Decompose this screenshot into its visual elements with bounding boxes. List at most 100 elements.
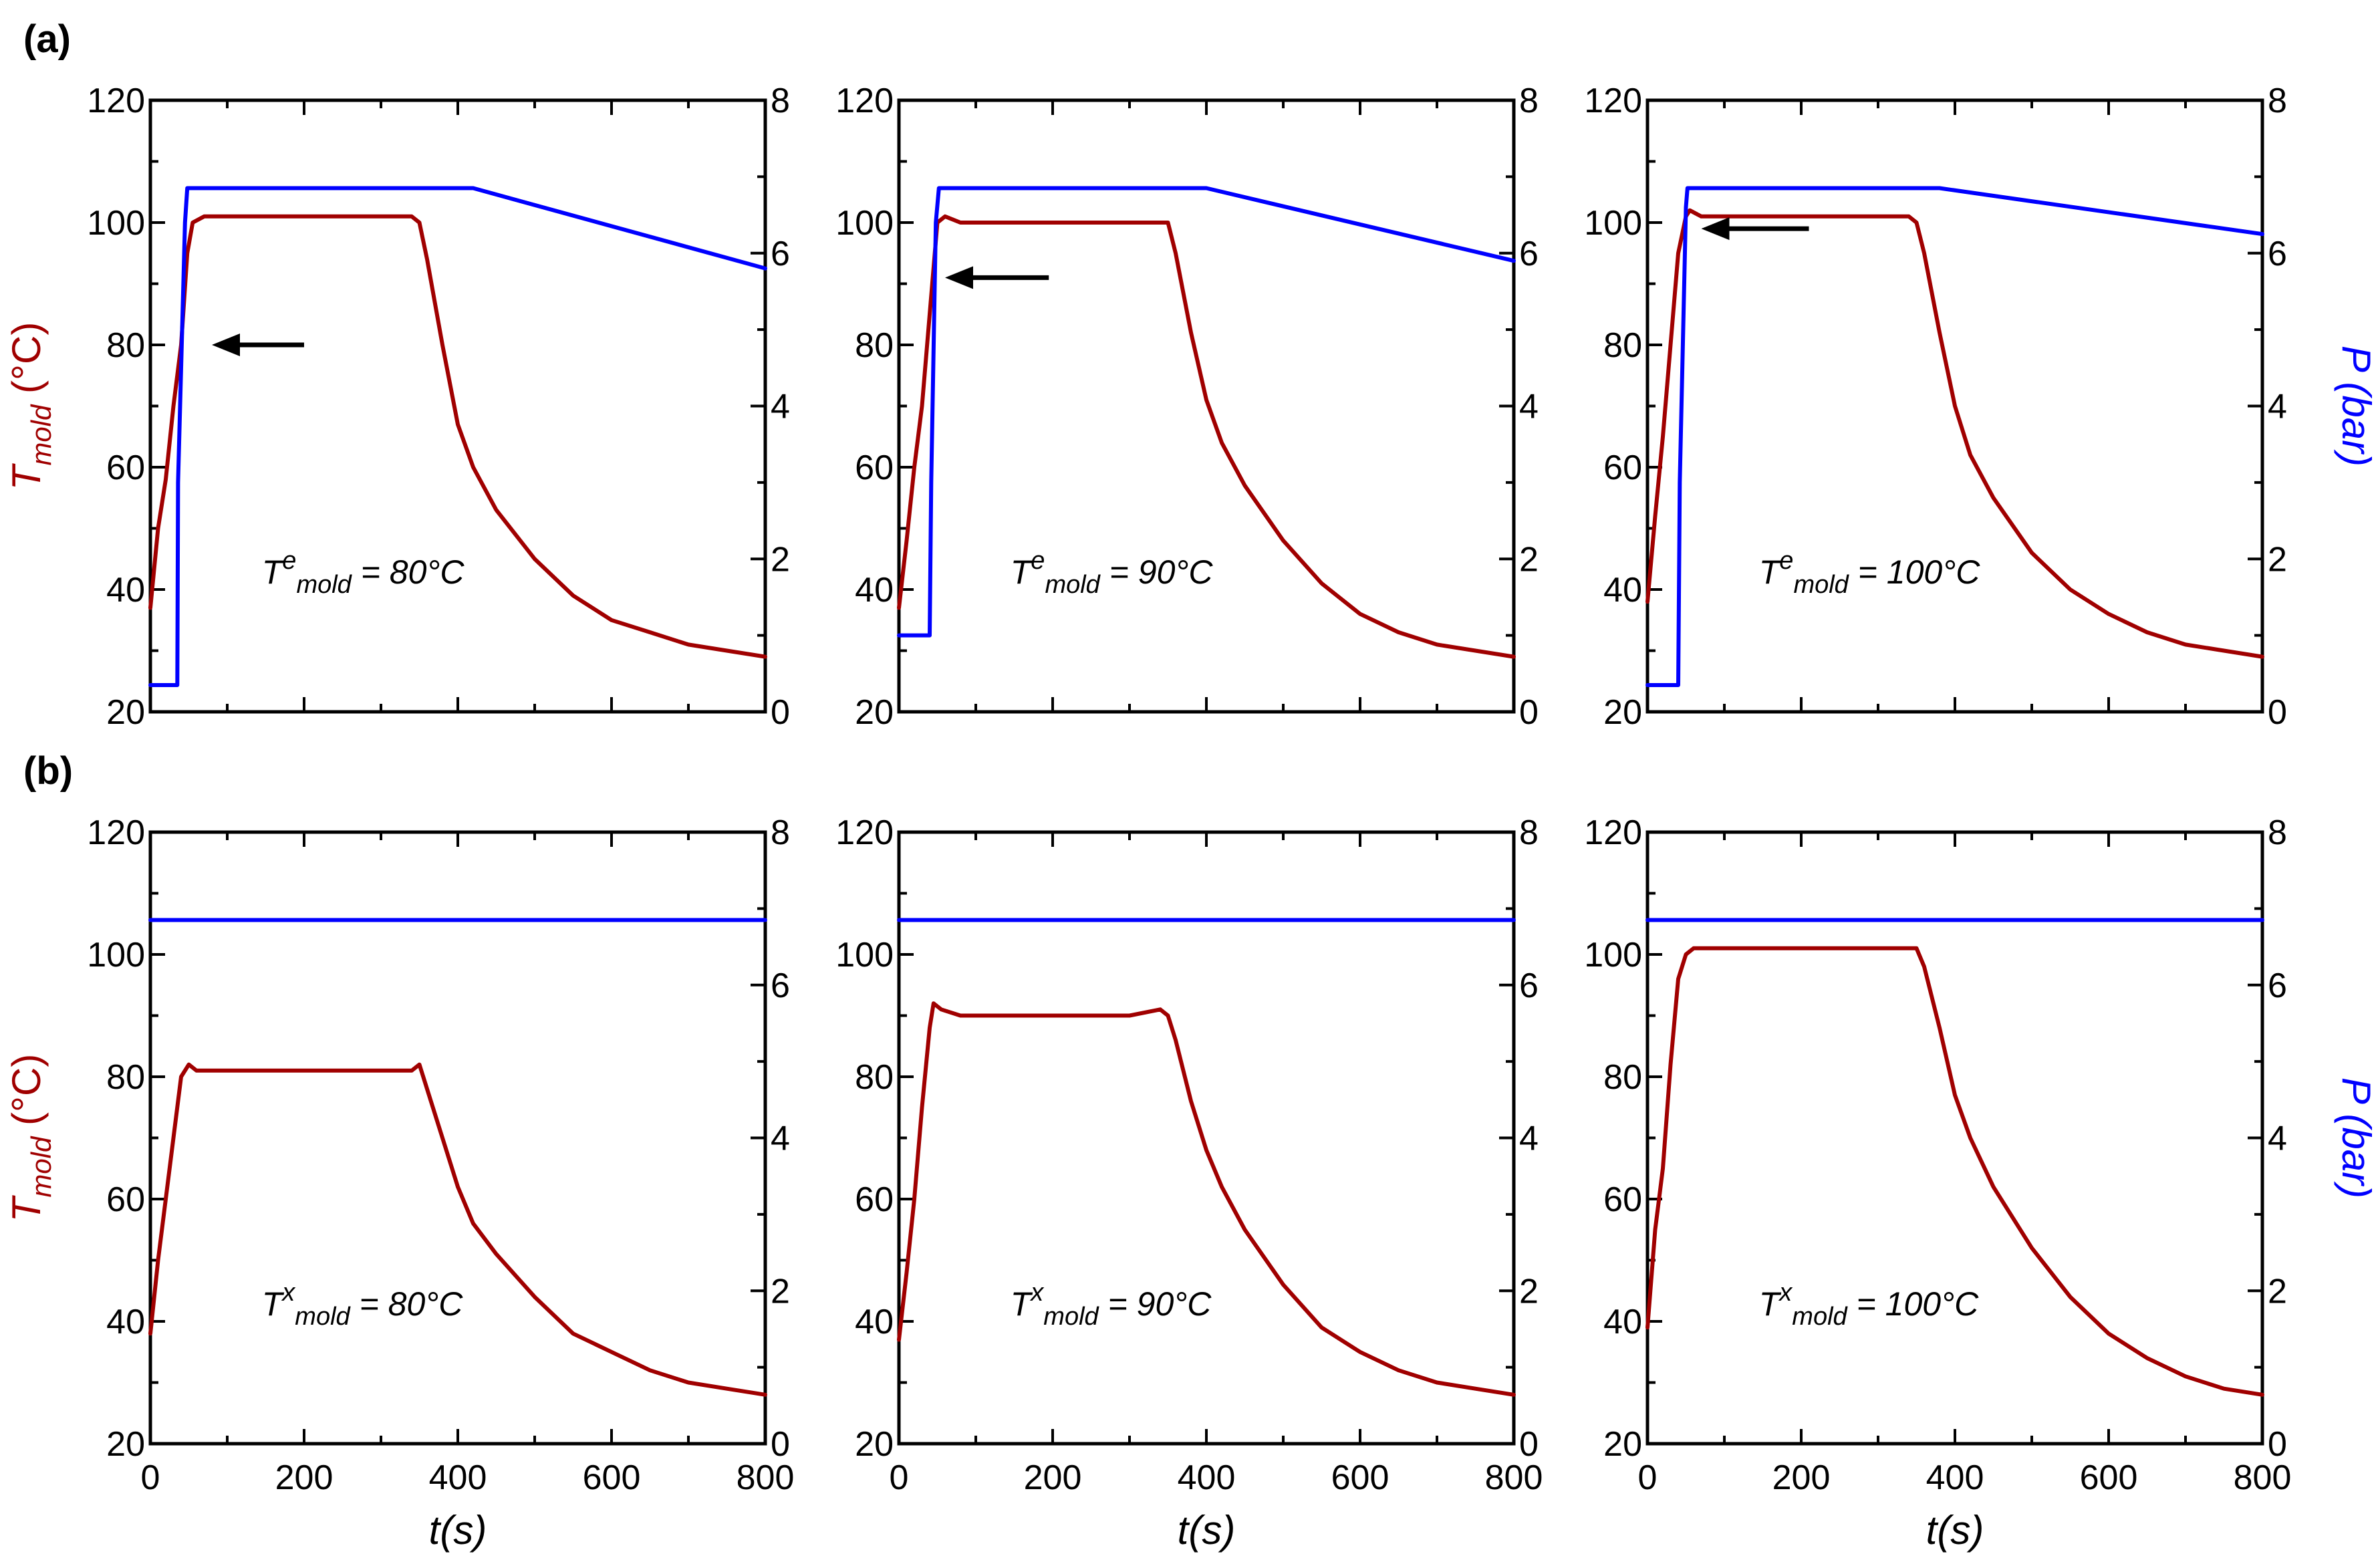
y-right-tick-label: 4 [1519,1120,1539,1158]
chart-panel-1: 20 40 60 80 100 120 0 2 4 6 8 Temold = 90°C [835,82,1539,732]
y-right-axis-title: P (bar) [2334,346,2379,467]
y-left-tick-label: 120 [87,82,145,120]
x-tick-label: 600 [1331,1458,1390,1497]
plot-frame [1645,830,2264,1446]
y-left-tick-label: 60 [106,448,145,487]
plot-frame [897,830,1516,1446]
panel-label: (a) [23,17,71,61]
setpoint-annotation: Txmold = 80°C [262,1279,464,1331]
setpoint-annotation: Temold = 80°C [262,547,465,599]
x-tick-label: 800 [737,1458,795,1497]
y-left-tick-label: 120 [1584,82,1642,120]
y-left-tick-label: 60 [855,1180,894,1219]
y-right-tick-label: 0 [2268,1425,2287,1464]
y-left-tick-label: 80 [106,1058,145,1097]
series-line-pressure [148,186,767,687]
x-tick-label: 600 [2080,1458,2138,1497]
y-left-tick-label: 60 [1603,448,1642,487]
y-right-tick-label: 0 [771,1425,790,1464]
chart-panel-5: 0 200 400 600 800 t(s) 20 40 60 80 100 120 0 2 4 6 8 Txmo… [1584,813,2379,1553]
y-left-tick-label: 60 [106,1180,145,1219]
y-right-tick-label: 6 [2268,966,2287,1005]
y-right-tick-label: 2 [771,540,790,579]
y-right-tick-label: 2 [1519,1272,1539,1311]
y-left-tick-label: 100 [87,204,145,243]
x-axis-title: t(s) [1926,1508,1984,1553]
panel-label: (b) [23,749,73,793]
y-right-tick-label: 8 [2268,82,2287,120]
x-axis-title: t(s) [429,1508,487,1553]
y-left-tick-label: 20 [1603,1425,1642,1464]
y-left-tick-label: 20 [855,1425,894,1464]
y-left-tick-label: 120 [835,813,894,852]
arrow-head [945,266,973,289]
y-right-tick-label: 2 [1519,540,1539,579]
chart-panel-4: 0 200 400 600 800 t(s) 20 40 60 80 100 120 0 2 4 6 8 Txmo… [835,813,1543,1553]
y-left-tick-label: 40 [855,1303,894,1341]
y-left-tick-label: 40 [1603,1303,1642,1341]
y-left-tick-label: 100 [835,936,894,974]
y-left-tick-label: 100 [1584,936,1642,974]
y-left-tick-label: 120 [1584,813,1642,852]
series-line-pressure [897,186,1516,638]
y-right-tick-label: 8 [1519,813,1539,852]
plot-frame [148,98,767,714]
y-left-tick-label: 20 [106,1425,145,1464]
y-left-axis-title: Tmold (°C) [4,322,57,491]
y-right-tick-label: 4 [1519,388,1539,426]
y-left-tick-label: 120 [87,813,145,852]
series-line-temperature [897,1001,1516,1397]
y-left-tick-label: 120 [835,82,894,120]
y-left-tick-label: 80 [855,1058,894,1097]
y-right-tick-label: 0 [1519,1425,1539,1464]
y-right-tick-label: 8 [2268,813,2287,852]
series-line-temperature [1645,946,2264,1397]
y-left-tick-label: 20 [106,693,145,732]
x-tick-label: 200 [275,1458,334,1497]
y-right-tick-label: 2 [2268,1272,2287,1311]
x-tick-label: 400 [1926,1458,1984,1497]
chart-panel-2: 20 40 60 80 100 120 0 2 4 6 8 Temold = 100°C P (bar) [1584,82,2379,732]
y-left-tick-label: 100 [835,204,894,243]
y-right-tick-label: 6 [771,966,790,1005]
plot-frame [897,98,1516,714]
y-right-tick-label: 6 [2268,235,2287,273]
y-left-tick-label: 60 [855,448,894,487]
y-right-tick-label: 2 [2268,540,2287,579]
x-tick-label: 200 [1024,1458,1082,1497]
y-left-tick-label: 60 [1603,1180,1642,1219]
y-right-tick-label: 6 [771,235,790,273]
setpoint-annotation: Temold = 100°C [1759,547,1980,599]
y-left-axis-title: Tmold (°C) [4,1054,57,1222]
y-right-tick-label: 6 [1519,966,1539,1005]
series-line-temperature [1645,208,2264,659]
plot-frame [148,830,767,1446]
y-right-tick-label: 4 [2268,1120,2287,1158]
y-left-tick-label: 80 [1603,1058,1642,1097]
y-right-tick-label: 2 [771,1272,790,1311]
x-axis-title: t(s) [1178,1508,1236,1553]
x-tick-label: 0 [1638,1458,1658,1497]
x-tick-label: 800 [2234,1458,2292,1497]
y-right-tick-label: 4 [2268,388,2287,426]
y-left-tick-label: 80 [1603,326,1642,365]
y-right-tick-label: 4 [771,388,790,426]
x-tick-label: 400 [1178,1458,1236,1497]
y-left-tick-label: 100 [87,936,145,974]
y-right-tick-label: 0 [771,693,790,732]
y-right-tick-label: 8 [1519,82,1539,120]
series-line-temperature [897,214,1516,659]
y-right-tick-label: 0 [2268,693,2287,732]
y-left-tick-label: 20 [1603,693,1642,732]
series-line-pressure [1645,186,2264,687]
setpoint-annotation: Txmold = 100°C [1759,1279,1979,1331]
y-right-tick-label: 8 [771,82,790,120]
y-left-tick-label: 40 [106,571,145,610]
y-right-axis-title: P (bar) [2334,1077,2379,1198]
x-tick-label: 0 [141,1458,160,1497]
setpoint-annotation: Temold = 90°C [1011,547,1214,599]
chart-panel-3: 0 200 400 600 800 t(s) 20 40 60 80 100 120 0 2 4 6 8 Txmo… [4,749,794,1553]
y-left-tick-label: 40 [106,1303,145,1341]
series-line-temperature [148,1062,767,1397]
